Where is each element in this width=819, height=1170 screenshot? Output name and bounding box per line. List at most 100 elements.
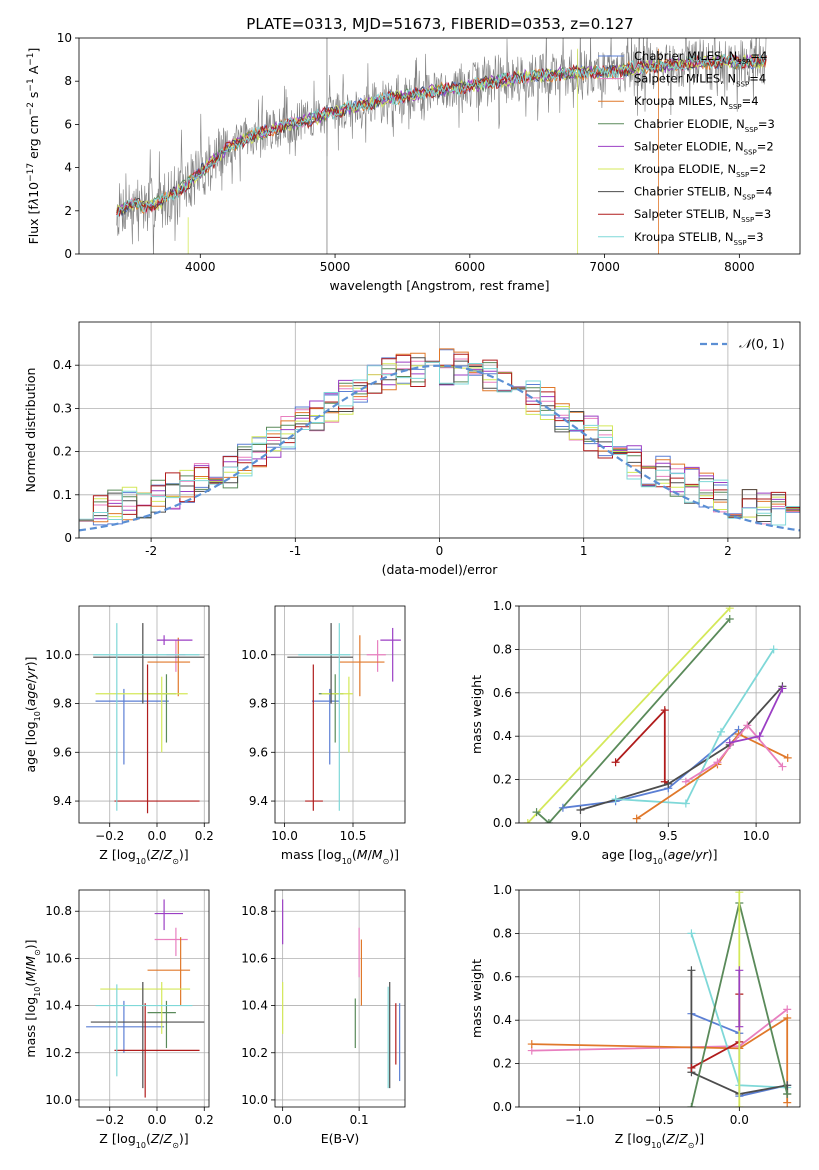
y-tick-label: 10.0: [241, 1093, 268, 1107]
errorbar-point: [86, 1000, 165, 1053]
plot-area-residuals: [79, 322, 800, 538]
weight-marker: [725, 606, 734, 613]
panel-age_vs_Z: −0.2 0.0 0.2 9.4 9.6 9.8 10.0 Z [log10(Z/Z⊙)] ag…: [23, 605, 214, 866]
weight-marker: [755, 732, 764, 741]
legend-entry: Salpeter STELIB, NSSP=3: [634, 207, 771, 224]
axes-frame: [274, 605, 406, 824]
x-tick-label: 9.0: [571, 829, 590, 843]
errorbar-point: [147, 637, 191, 697]
x-tick-label: 10.0: [271, 829, 298, 843]
x-axis-label: Z [log10(Z/Z⊙)]: [99, 1131, 188, 1150]
x-tick-label: 0.0: [273, 1113, 292, 1127]
weight-line: [580, 685, 784, 811]
x-axis-label: age [log10(age/yr)]: [601, 847, 717, 866]
y-tick-label: 0.2: [53, 445, 72, 459]
panel-mass_vs_EBV: 0.0 0.1 10.0 10.2 10.4 10.6 10.8 E(B-V): [241, 889, 406, 1146]
weight-line: [685, 723, 784, 783]
x-tick-label: 0.2: [195, 1113, 214, 1127]
y-tick-label: 9.6: [249, 745, 268, 759]
panel-mass_vs_Z: −0.2 0.0 0.2 10.0 10.2 10.4 10.6 10.8 Z [log10(Z…: [23, 889, 214, 1150]
x-axis-label: E(B-V): [321, 1131, 360, 1146]
x-tick-label: 7000: [589, 260, 620, 274]
x-tick-label: 0: [436, 544, 444, 558]
x-axis-label: mass [log10(M/M⊙)]: [281, 847, 399, 866]
weight-line: [614, 707, 669, 785]
weight-marker: [687, 966, 696, 975]
weight-marker: [735, 890, 744, 897]
y-tick-label: 8: [64, 74, 72, 88]
errorbar-point: [154, 899, 183, 931]
y-tick-label: 9.4: [249, 794, 268, 808]
y-tick-label: 0.2: [493, 1057, 512, 1071]
y-tick-label: 9.8: [53, 697, 72, 711]
x-tick-label: −0.5: [645, 1113, 674, 1127]
panel-age_vs_mass: 10.0 10.5 9.4 9.6 9.8 10.0 mass [log10(M/M⊙)]: [241, 605, 406, 866]
axes-frame: [78, 605, 210, 824]
weight-line: [527, 607, 731, 823]
y-axis-label: age [log10(age/yr)]: [23, 656, 42, 772]
weight-marker: [725, 615, 734, 624]
legend-entry: Chabrier STELIB, NSSP=4: [634, 185, 772, 202]
errorbar-point: [90, 981, 205, 1089]
x-tick-label: 6000: [455, 260, 486, 274]
errorbar-point: [93, 623, 205, 704]
legend-entry: 𝒩(0, 1): [739, 336, 785, 351]
y-tick-label: 10.0: [241, 648, 268, 662]
errorbar-point: [157, 635, 193, 646]
x-axis-label: (data-model)/error: [382, 562, 499, 577]
y-axis-label: mass [log10(M/M⊙)]: [23, 939, 42, 1057]
weight-marker: [783, 1005, 792, 1014]
y-tick-label: 9.6: [53, 745, 72, 759]
plot-area-weight_vs_age: [519, 606, 800, 823]
y-tick-label: 0.0: [493, 1100, 512, 1114]
plot-area-age_vs_mass: [275, 606, 405, 823]
x-tick-label: −0.2: [95, 1113, 124, 1127]
weight-marker: [783, 1089, 792, 1098]
weight-marker: [544, 819, 553, 823]
legend-entry: Kroupa MILES, NSSP=4: [634, 94, 759, 111]
y-tick-label: 0.0: [493, 816, 512, 830]
weight-marker: [769, 645, 778, 654]
weight-marker: [681, 777, 690, 786]
x-tick-label: 1: [580, 544, 588, 558]
errorbar-point: [305, 664, 323, 811]
x-tick-label: -2: [145, 544, 157, 558]
y-tick-label: 0.4: [493, 729, 512, 743]
weight-marker: [558, 803, 567, 812]
weight-marker: [687, 1103, 696, 1107]
x-axis-label: Z [log10(Z/Z⊙)]: [615, 1131, 704, 1150]
plot-area-mass_vs_EBV: [275, 890, 405, 1107]
figure-title: PLATE=0313, MJD=51673, FIBERID=0353, z=0…: [246, 15, 633, 33]
errorbar-point: [95, 984, 193, 1077]
weight-marker: [725, 738, 734, 747]
weight-marker: [743, 721, 752, 730]
weight-marker: [735, 1022, 744, 1031]
axes-frame: [518, 889, 801, 1108]
y-tick-label: 9.8: [249, 697, 268, 711]
errorbar-point: [380, 627, 401, 682]
x-tick-label: −0.2: [95, 829, 124, 843]
y-tick-label: 10.0: [45, 1093, 72, 1107]
legend-entry: Kroupa STELIB, NSSP=3: [634, 230, 764, 247]
weight-marker: [576, 805, 585, 814]
y-tick-label: 10.8: [241, 904, 268, 918]
y-tick-label: 0: [64, 247, 72, 261]
y-tick-label: 0.2: [493, 773, 512, 787]
axes-frame: [78, 889, 210, 1108]
y-axis-label: mass weight: [469, 675, 484, 754]
errorbar-point: [166, 640, 186, 672]
y-tick-label: 0.3: [53, 401, 72, 415]
plot-area-spectrum: [116, 38, 767, 254]
x-tick-label: 4000: [185, 260, 216, 274]
plot-area-mass_vs_Z: [79, 890, 209, 1107]
weight-marker: [778, 684, 787, 693]
y-tick-label: 10.6: [45, 951, 72, 965]
weight-marker: [681, 799, 690, 808]
x-tick-label: 0.2: [195, 829, 214, 843]
y-tick-label: 10.2: [241, 1046, 268, 1060]
gaussian-curve: [79, 364, 800, 532]
axes-frame: [78, 321, 801, 539]
errorbar-point: [114, 1003, 200, 1098]
weight-marker: [611, 795, 620, 804]
errorbar-point: [287, 623, 353, 704]
